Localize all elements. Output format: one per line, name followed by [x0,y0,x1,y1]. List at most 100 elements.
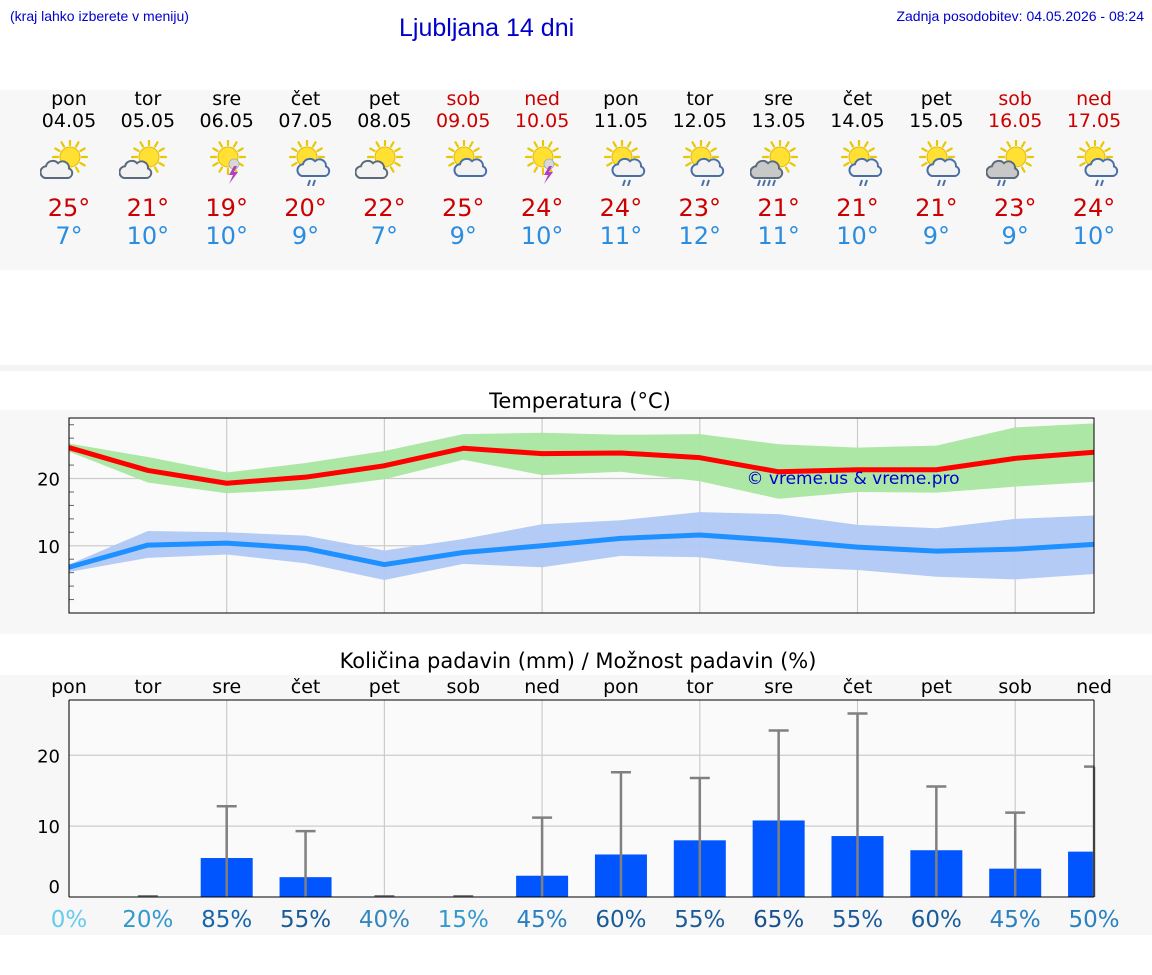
precip-bar [1068,851,1094,897]
precip-probability: 55% [280,907,331,933]
sun-rain-icon [1076,140,1119,186]
sun-heavy-rain-icon [749,140,798,186]
day-date: 06.05 [199,110,254,132]
max-temp-line [68,445,1095,486]
min-temp: 7° [370,222,399,250]
sun-cloud-icon [355,140,404,179]
day-name: pon [51,88,87,110]
sun-rain-icon [603,140,646,186]
forecast-day: pon 04.05 25° 7° [30,88,109,250]
day-name: sob [998,88,1032,110]
forecast-day: pet 08.05 22° 7° [345,88,424,250]
day-date: 14.05 [830,110,885,132]
min-temp: 10° [836,222,879,250]
precip-probability: 55% [832,907,883,933]
forecast-day: sob 16.05 23° 9° [976,88,1055,250]
precipitation-chart: Količina padavin (mm) / Možnost padavin … [37,649,1120,933]
temperature-chart-title: Temperatura (°C) [488,389,671,413]
sun-thunder-icon [524,140,562,184]
min-temp-line [68,532,1095,570]
x-tick-label: ned [1076,676,1112,698]
min-temp: 12° [678,222,722,250]
section-divider [0,365,1152,371]
forecast-day: sre 06.05 19° 10° [187,88,266,250]
precip-probability: 40% [359,907,410,933]
min-temp: 11° [757,222,800,250]
x-tick-label: pon [51,676,87,698]
max-temp: 25° [47,194,91,222]
max-temp-band [69,423,1095,499]
x-tick-label: pon [603,676,639,698]
location-menu-note: (kraj lahko izberete v meniju) [10,8,189,24]
precip-probability: 20% [122,907,173,933]
y-tick-label: 10 [37,817,60,838]
day-name: sre [212,88,242,110]
day-name: tor [134,88,162,110]
min-temp: 7° [55,222,83,250]
max-temp: 21° [915,194,958,222]
day-date: 10.05 [514,110,570,132]
temperature-chart: Temperatura (°C) 10 20 © vreme.us & vreme.p… [37,389,1095,614]
max-temp: 21° [126,194,170,222]
max-temp: 23° [993,194,1037,222]
page-title: Ljubljana 14 dni [399,14,575,42]
max-temp: 21° [836,194,879,222]
day-date: 04.05 [41,110,97,132]
day-date: 05.05 [120,110,176,132]
day-date: 12.05 [672,110,727,132]
sun-cloud-icon [118,140,167,179]
precip-probability: 0% [51,907,88,933]
day-name: sob [446,88,481,110]
x-tick-label: sob [998,676,1032,698]
day-name: sre [764,88,794,110]
forecast-day: ned 17.05 24° 10° [1055,88,1134,250]
day-date: 16.05 [987,110,1043,132]
x-tick-label: sob [446,676,480,698]
precipitation-chart-title: Količina padavin (mm) / Možnost padavin … [340,649,817,673]
forecast-day: sob 09.05 25° 9° [424,88,503,250]
min-temp-band [69,512,1095,581]
forecast-day: čet 14.05 21° 10° [818,88,897,250]
sun-dark-rain-icon [986,140,1035,186]
day-name: tor [686,88,714,110]
max-temp: 24° [1072,194,1116,222]
min-temp: 11° [599,222,643,250]
day-date: 07.05 [278,110,333,132]
sun-cloud-icon [40,140,89,179]
min-temp: 9° [449,222,477,250]
precip-probability: 50% [1068,907,1119,933]
sun-rain-icon [840,140,882,186]
y-tick-label: 10 [37,537,60,558]
forecast-day: ned 10.05 24° 10° [503,88,582,250]
precip-probability: 15% [438,907,489,933]
day-name: pon [603,88,639,110]
day-name: ned [1076,88,1112,110]
y-tick-label: 20 [37,746,60,767]
min-temp: 10° [126,222,170,250]
x-tick-label: čet [291,676,321,698]
y-tick-label: 0 [49,877,60,898]
min-temp: 10° [520,222,564,250]
x-tick-label: ned [524,676,560,698]
forecast-day: tor 12.05 23° 12° [660,88,739,250]
sun-light-cloud-icon [446,140,488,177]
forecast-day: čet 07.05 20° 9° [266,88,345,250]
max-temp: 21° [757,194,800,222]
sun-thunder-icon [209,140,246,184]
last-update-label: Zadnja posodobitev: 04.05.2026 - 08:24 [896,8,1144,24]
max-temp: 23° [678,194,722,222]
precip-probability: 60% [911,907,962,933]
min-temp: 10° [205,222,248,250]
plot-frame [68,417,1095,614]
x-tick-label: sre [212,676,241,698]
min-temp: 10° [1072,222,1116,250]
min-temp: 9° [922,222,950,250]
max-temp: 25° [441,194,485,222]
watermark: © vreme.us & vreme.pro [746,469,959,489]
min-temp: 9° [1001,222,1029,250]
sun-rain-icon [682,140,724,186]
daily-forecast-panel [0,90,1152,270]
x-tick-label: pet [921,676,952,698]
day-date: 09.05 [436,110,491,132]
day-date: 15.05 [909,110,964,132]
